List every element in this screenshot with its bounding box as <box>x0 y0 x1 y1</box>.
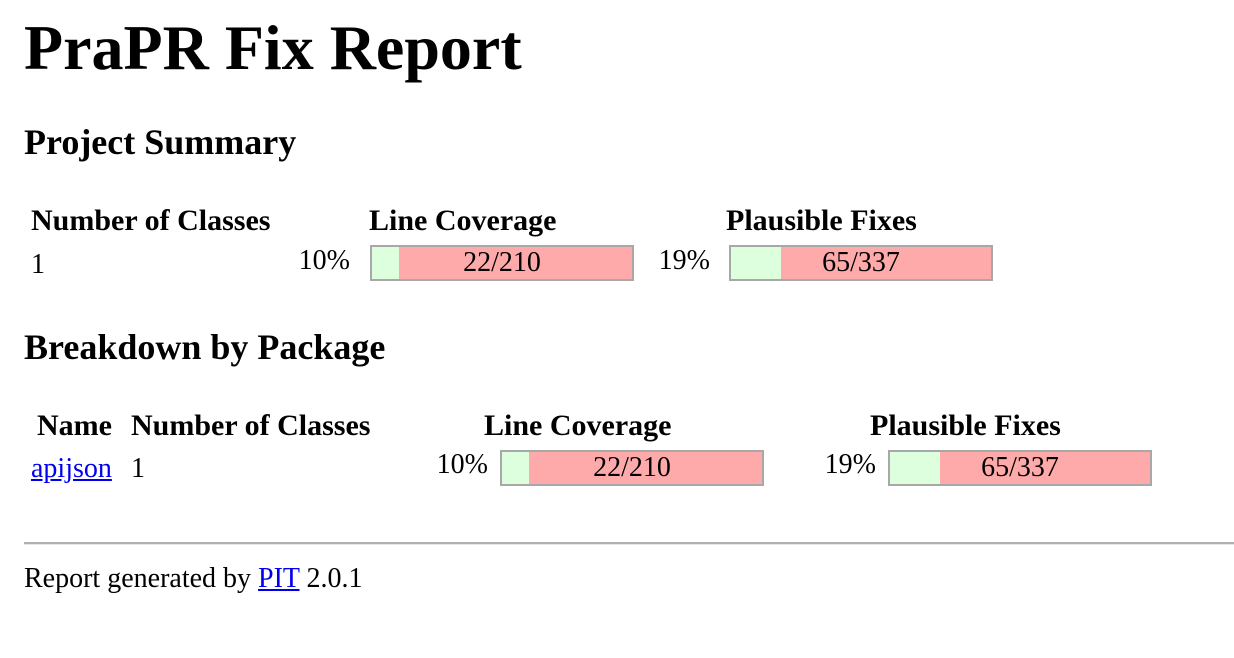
summary-line-coverage-bar: 22/210 <box>370 245 634 281</box>
summary-header-classes: Number of Classes <box>31 204 271 237</box>
summary-header-plausible-fixes: Plausible Fixes <box>726 204 917 237</box>
summary-plausible-fixes-ratio: 65/337 <box>822 247 900 278</box>
breakdown-header-plausible-fixes: Plausible Fixes <box>870 409 1061 442</box>
package-line-coverage-bar: 22/210 <box>500 450 764 486</box>
summary-line-coverage-fill <box>372 247 400 279</box>
package-plausible-fixes-bar: 65/337 <box>888 450 1152 486</box>
package-link-apijson[interactable]: apijson <box>31 453 112 484</box>
package-plausible-fixes-percent: 19% <box>824 449 876 480</box>
package-line-coverage-ratio: 22/210 <box>593 452 671 483</box>
page-title: PraPR Fix Report <box>24 12 522 83</box>
summary-line-coverage-percent: 10% <box>298 245 350 276</box>
summary-plausible-fixes-fill <box>731 247 782 279</box>
horizontal-divider <box>24 542 1234 545</box>
summary-header-line-coverage: Line Coverage <box>369 204 557 237</box>
package-line-coverage-fill <box>502 452 530 484</box>
package-line-coverage-percent: 10% <box>436 449 488 480</box>
footer-prefix: Report generated by <box>24 563 252 594</box>
package-classes-value: 1 <box>131 453 145 484</box>
footer-version: 2.0.1 <box>306 563 363 594</box>
pit-link[interactable]: PIT <box>258 563 300 594</box>
breakdown-header-name: Name <box>37 409 112 442</box>
breakdown-header-line-coverage: Line Coverage <box>484 409 672 442</box>
project-summary-heading: Project Summary <box>24 122 297 162</box>
summary-classes-value: 1 <box>31 249 45 280</box>
footer: Report generated by PIT 2.0.1 <box>24 562 363 596</box>
breakdown-heading: Breakdown by Package <box>24 327 386 367</box>
summary-plausible-fixes-percent: 19% <box>658 245 710 276</box>
summary-plausible-fixes-bar: 65/337 <box>729 245 993 281</box>
breakdown-header-classes: Number of Classes <box>131 409 371 442</box>
package-plausible-fixes-fill <box>890 452 941 484</box>
package-plausible-fixes-ratio: 65/337 <box>981 452 1059 483</box>
summary-line-coverage-ratio: 22/210 <box>463 247 541 278</box>
